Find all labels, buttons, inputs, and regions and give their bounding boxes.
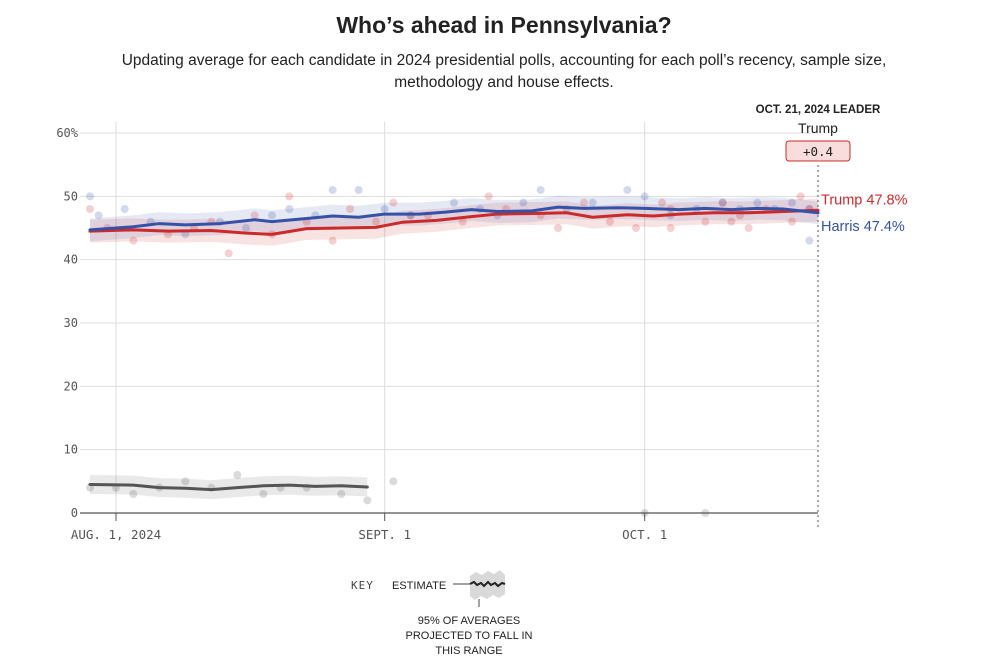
poll-dot-harris-22 <box>640 192 649 201</box>
poll-dot-trump-6 <box>224 249 233 258</box>
poll-dot-other-11 <box>363 496 372 505</box>
poll-dot-trump-28 <box>701 217 710 226</box>
poll-dot-trump-9 <box>285 192 294 201</box>
poll-dot-trump-32 <box>744 224 753 232</box>
poll-dot-trump-12 <box>346 205 354 213</box>
average-lines <box>88 205 820 492</box>
grid-lines <box>80 122 819 530</box>
candidate-labels: Trump 47.8% Harris 47.4% <box>821 192 908 235</box>
poll-dot-trump-14 <box>389 198 398 207</box>
key-title: KEY <box>351 579 374 592</box>
poll-dot-harris-11 <box>354 186 363 194</box>
leader-margin-box <box>785 140 851 162</box>
key-estimate-line <box>469 580 506 588</box>
poll-dot-trump-22 <box>580 198 588 207</box>
poll-dot-trump-13 <box>372 217 380 226</box>
poll-dot-other-2 <box>129 490 138 498</box>
poll-dot-trump-34 <box>788 217 796 226</box>
poll-dot-trump-25 <box>658 198 666 207</box>
poll-dot-harris-30 <box>805 236 814 245</box>
poll-dot-harris-18 <box>536 186 545 194</box>
poll-dot-trump-2 <box>129 236 138 245</box>
poll-dot-harris-7 <box>268 211 276 220</box>
key-range-label-line-1: 95% OF AVERAGES <box>418 615 521 627</box>
chart-subtitle: Updating average for each candidate in 2… <box>121 52 887 91</box>
poll-dot-harris-0 <box>86 192 94 201</box>
poll-dot-harris-10 <box>328 186 337 194</box>
leader-callout: OCT. 21, 2024 LEADER Trump +0.4 <box>756 104 881 162</box>
leader-name: Trump <box>798 120 838 136</box>
y-tick-label-0: 0 <box>71 506 78 520</box>
y-tick-label-50: 50 <box>64 189 78 203</box>
poll-dot-other-13 <box>640 509 649 517</box>
chart-title: Who’s ahead in Pennsylvania? <box>336 12 672 38</box>
poll-dot-trump-29 <box>718 198 727 207</box>
poll-dot-harris-21 <box>623 186 632 194</box>
poll-dot-harris-29 <box>788 198 796 207</box>
poll-dot-trump-18 <box>484 192 493 201</box>
poll-dot-harris-27 <box>753 198 762 207</box>
y-axis-labels: 0 10 20 30 40 50 60% <box>56 126 78 520</box>
poll-dot-harris-17 <box>519 198 528 207</box>
leader-heading: OCT. 21, 2024 LEADER <box>756 104 881 116</box>
y-tick-label-10: 10 <box>64 443 78 457</box>
poll-dot-trump-27 <box>666 224 675 232</box>
poll-dot-other-4 <box>181 477 190 486</box>
poll-dot-harris-6 <box>242 224 250 232</box>
y-tick-label-20: 20 <box>64 379 78 393</box>
x-tick-label-2: OCT. 1 <box>622 527 667 542</box>
poll-dot-trump-11 <box>328 236 337 245</box>
poll-dot-trump-7 <box>250 211 259 220</box>
poll-dot-harris-25 <box>718 198 727 207</box>
poll-dot-harris-12 <box>380 205 389 213</box>
poll-dot-harris-8 <box>285 205 294 213</box>
poll-dot-harris-14 <box>450 198 458 207</box>
series-label-harris: Harris 47.4% <box>821 219 905 235</box>
poll-dot-harris-20 <box>588 198 597 207</box>
key-range-label-line-3: THIS RANGE <box>435 645 502 657</box>
poll-dot-other-10 <box>337 490 346 498</box>
poll-dot-trump-17 <box>458 217 467 226</box>
poll-dot-harris-2 <box>120 205 129 213</box>
x-tick-label-1: SEPT. 1 <box>358 527 411 542</box>
series-label-trump: Trump 47.8% <box>821 192 908 208</box>
poll-dot-trump-21 <box>554 224 562 232</box>
leader-margin: +0.4 <box>803 144 833 159</box>
average-line-trump <box>88 208 820 236</box>
poll-dot-trump-0 <box>86 205 94 213</box>
y-tick-label-60: 60% <box>56 126 78 140</box>
poll-dot-harris-1 <box>94 211 103 220</box>
poll-dot-other-14 <box>701 509 710 517</box>
average-line-harris <box>88 205 820 232</box>
poll-dot-other-12 <box>389 477 398 486</box>
key-range-band <box>470 570 505 600</box>
x-axis-labels: AUG. 1, 2024 SEPT. 1 OCT. 1 <box>71 527 667 542</box>
y-tick-label-40: 40 <box>64 253 78 267</box>
poll-dot-other-6 <box>233 471 242 479</box>
x-tick-label-0: AUG. 1, 2024 <box>71 527 161 542</box>
uncertainty-bands <box>90 195 818 500</box>
key-estimate-label: ESTIMATE <box>392 580 446 592</box>
poll-dot-trump-23 <box>606 217 614 226</box>
y-tick-label-30: 30 <box>64 316 78 330</box>
key-range-label-line-2: PROJECTED TO FALL IN <box>406 630 533 642</box>
key: KEY ESTIMATE 95% OF AVERAGES PROJECTED T… <box>351 570 533 657</box>
poll-dot-other-7 <box>259 490 268 498</box>
poll-dot-trump-24 <box>632 224 640 232</box>
poll-dot-trump-30 <box>727 217 736 226</box>
average-line-other <box>88 483 369 492</box>
poll-dot-trump-35 <box>796 192 805 201</box>
